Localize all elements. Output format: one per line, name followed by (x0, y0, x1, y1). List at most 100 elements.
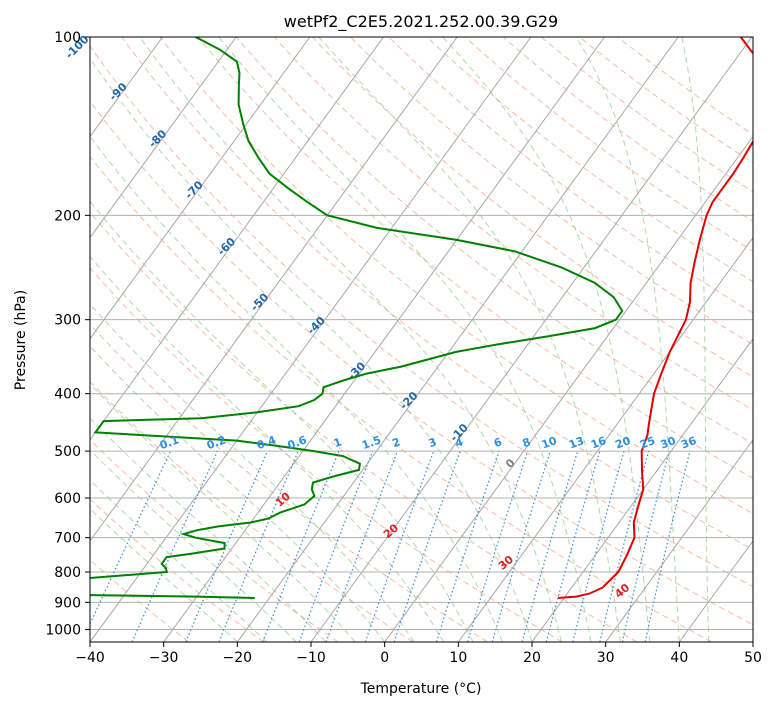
mixing-ratio-line (491, 450, 551, 642)
mixing-ratio-label: 36 (679, 434, 698, 452)
isotherm (531, 337, 753, 642)
dry-adiabat (273, 37, 753, 411)
mixing-ratio-line (393, 450, 461, 642)
x-tick-label: 30 (597, 650, 615, 666)
mixing-ratio-line (545, 450, 601, 642)
mixing-ratio-line (435, 450, 500, 642)
chart-title: wetPf2_C2E5.2021.252.00.39.G29 (284, 12, 558, 32)
dry-adiabat (90, 100, 753, 626)
isotherm (90, 37, 311, 340)
dry-adiabat (235, 37, 753, 445)
mixing-ratio-label: 2 (390, 435, 402, 450)
y-tick-label: 100 (54, 30, 81, 46)
dry-adiabat (90, 155, 712, 642)
mixing-ratio-label: 0.4 (255, 433, 278, 452)
isotherm (90, 37, 237, 239)
moist-adiabat (575, 37, 680, 642)
mixing-ratio-label: 16 (589, 434, 608, 452)
dry-adiabat (464, 37, 753, 252)
mixing-ratio-lines (90, 450, 691, 642)
temperature-profile (558, 37, 753, 599)
dry-adiabat (312, 37, 753, 378)
moist-adiabat (90, 508, 238, 642)
moist-adiabat (90, 479, 268, 642)
mixing-ratio-label: 0.2 (205, 433, 228, 452)
mixing-ratio-line (185, 450, 269, 642)
x-tick-label: −40 (75, 650, 105, 666)
y-tick-label: 1000 (45, 622, 81, 638)
moist-adiabat (442, 37, 651, 642)
x-tick-label: 20 (523, 650, 541, 666)
dry-adiabat (90, 45, 753, 588)
mixing-ratio-label: 0.6 (286, 433, 309, 452)
moist-adiabat (90, 303, 415, 642)
x-axis-label: Temperature (°C) (360, 681, 482, 697)
mixing-ratio-label: 8 (521, 435, 533, 450)
mixing-ratio-label: 25 (638, 434, 657, 451)
mixing-ratio-label: 1 (332, 435, 344, 450)
mixing-ratio-label: 10 (540, 434, 559, 452)
dry-adiabat (90, 498, 264, 642)
y-tick-label: 500 (54, 444, 81, 460)
moist-adiabats (90, 37, 710, 642)
mixing-ratio-label: 3 (427, 435, 439, 450)
mixing-ratio-label: 13 (567, 434, 586, 451)
mixing-ratio-label: 30 (659, 434, 678, 452)
dry-adiabat (502, 37, 753, 222)
mixing-ratio-line (325, 450, 399, 642)
moist-adiabat (90, 135, 503, 642)
y-tick-label: 200 (54, 208, 81, 224)
y-tick-label: 600 (54, 491, 81, 507)
mixing-ratio-line (131, 450, 219, 642)
dry-adiabat (90, 380, 414, 642)
dry-adiabat (426, 37, 753, 283)
isotherm (90, 37, 384, 441)
plot-frame (89, 36, 754, 643)
x-tick-label: −30 (149, 650, 179, 666)
moist-adiabat (318, 37, 621, 642)
moist-adiabat (90, 57, 533, 642)
moist-adiabat (681, 37, 710, 642)
moist-adiabat (90, 383, 356, 642)
x-tick-label: −20 (223, 650, 253, 666)
mixing-ratio-line (262, 450, 340, 642)
mixing-ratio-line (599, 450, 650, 642)
isotherm (457, 236, 753, 642)
x-tick-label: 50 (744, 650, 762, 666)
mixing-ratio-label: 1.5 (360, 433, 383, 452)
isotherm (90, 37, 458, 542)
dry-adiabat (159, 37, 753, 515)
mixing-ratio-label: 0.1 (158, 433, 181, 452)
mixing-ratio-label: 20 (613, 434, 632, 452)
x-tick-label: 0 (380, 650, 389, 666)
dewpoint-profile (90, 37, 624, 599)
mixing-ratio-line (644, 450, 691, 642)
isotherm (605, 438, 753, 642)
moist-adiabat (90, 255, 445, 642)
dry-adiabat (90, 211, 638, 642)
mixing-ratio-line (298, 450, 374, 642)
moist-adiabat (90, 449, 297, 642)
moist-adiabat (218, 37, 592, 642)
moist-adiabat (90, 200, 474, 642)
mixing-ratio-line (572, 450, 625, 642)
dry-adiabat (90, 323, 488, 642)
moist-adiabat (90, 345, 386, 642)
mixing-ratio-label: 4 (453, 435, 465, 450)
isotherm (163, 37, 605, 642)
x-tick-label: 40 (670, 650, 688, 666)
y-tick-label: 300 (54, 313, 81, 329)
mixing-ratio-line (364, 450, 435, 642)
isotherm (384, 135, 753, 642)
moist-adiabat (139, 37, 562, 642)
mixing-ratio-line (466, 450, 529, 642)
dry-adiabat (540, 37, 753, 193)
y-tick-label: 700 (54, 531, 81, 547)
y-tick-label: 400 (54, 387, 81, 403)
y-tick-label: 800 (54, 565, 81, 581)
dry-adiabats (90, 37, 753, 642)
mixing-ratio-label: 6 (492, 435, 504, 450)
mixing-ratio-line (521, 450, 579, 642)
mixing-ratio-line (621, 450, 670, 642)
